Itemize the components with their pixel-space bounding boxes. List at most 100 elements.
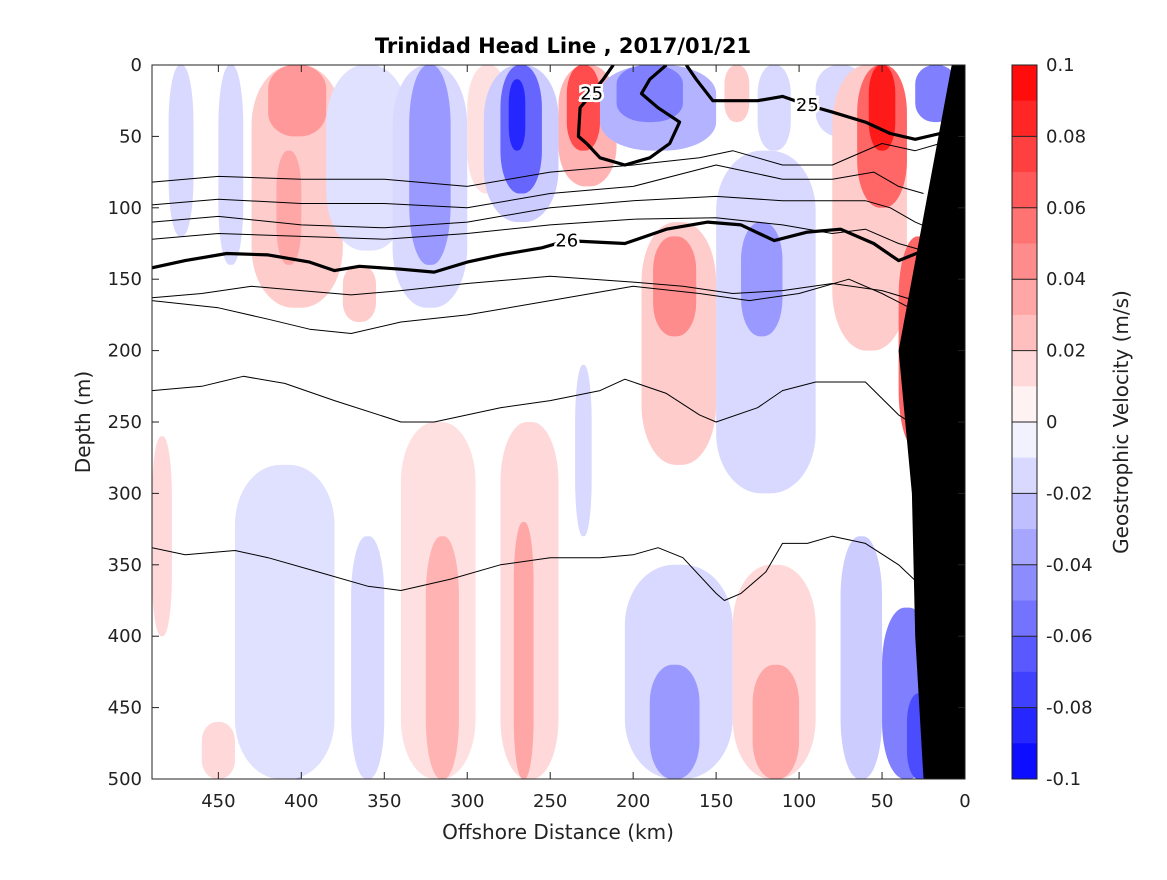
- contour-label-7: 26: [555, 231, 578, 252]
- x-tick-label: 0: [959, 791, 970, 812]
- velocity-cell-36: [724, 65, 750, 123]
- colorbar-tick-label: 0: [1046, 412, 1057, 433]
- colorbar-tick-label: -0.04: [1046, 555, 1093, 576]
- velocity-cell-11: [342, 264, 376, 323]
- colorbar-swatch: [1012, 600, 1037, 637]
- colorbar: 0.1 0.08 0.06 0.04 0.02 0 -0.02 -0.04 -0.06 -0.08…: [1011, 55, 1093, 790]
- colorbar-tick-label: -0.08: [1046, 698, 1093, 719]
- colorbar-swatch: [1012, 136, 1037, 173]
- density-contours: [152, 65, 954, 601]
- density-contour-3: [152, 143, 941, 187]
- colorbar-tick-label: -0.1: [1046, 769, 1081, 790]
- velocity-cell-35: [752, 664, 800, 779]
- velocity-cell-44: [840, 536, 883, 779]
- colorbar-label: Geostrophic Velocity (m/s): [1109, 290, 1133, 554]
- velocity-cell-22: [513, 521, 534, 779]
- x-tick-label: 400: [284, 791, 318, 812]
- density-contour-4: [152, 164, 924, 209]
- density-contour-0: [576, 65, 615, 145]
- chart-title: Trinidad Head Line , 2017/01/21: [375, 34, 751, 58]
- velocity-cell-16: [425, 536, 459, 779]
- colorbar-swatch: [1012, 743, 1037, 780]
- colorbar-swatch: [1012, 100, 1037, 137]
- velocity-cell-31: [649, 664, 700, 779]
- colorbar-swatch: [1012, 493, 1037, 530]
- contour-label-2: 25: [796, 95, 819, 116]
- x-tick-label: 150: [699, 791, 733, 812]
- velocity-cell-25: [575, 364, 592, 537]
- colorbar-swatch: [1012, 65, 1037, 102]
- plot-area: [152, 65, 965, 779]
- y-tick-label: 250: [108, 412, 142, 433]
- y-tick-label: 0: [131, 55, 142, 76]
- velocity-cell-5: [268, 65, 327, 137]
- colorbar-swatch: [1012, 243, 1037, 280]
- colorbar-swatch: [1012, 207, 1037, 244]
- velocity-cell-29: [653, 236, 697, 337]
- velocity-cell-0: [168, 65, 194, 237]
- colorbar-swatch: [1012, 529, 1037, 566]
- x-tick-label: 450: [201, 791, 235, 812]
- density-contour-9: [152, 278, 924, 334]
- velocity-cell-10: [326, 65, 410, 251]
- colorbar-swatch: [1012, 457, 1037, 494]
- velocity-cell-41: [868, 65, 896, 151]
- colorbar-swatch: [1012, 172, 1037, 209]
- velocity-cell-37: [757, 65, 791, 151]
- contour-label-0: 25: [580, 84, 603, 105]
- x-axis-label: Offshore Distance (km): [442, 820, 674, 844]
- density-contour-5: [152, 195, 932, 230]
- velocity-cell-9: [234, 464, 335, 779]
- velocity-cell-14: [409, 65, 451, 265]
- colorbar-tick-label: 0.04: [1046, 269, 1086, 290]
- y-tick-label: 150: [108, 269, 142, 290]
- x-tick-label: 300: [450, 791, 484, 812]
- colorbar-tick-label: 0.1: [1046, 55, 1075, 76]
- y-tick-label: 500: [108, 769, 142, 790]
- velocity-cell-3: [201, 721, 235, 779]
- x-tick-label: 50: [871, 791, 894, 812]
- colorbar-swatch: [1012, 671, 1037, 709]
- velocity-cell-12: [351, 536, 385, 779]
- colorbar-swatch: [1012, 422, 1037, 459]
- density-contour-10: [152, 375, 933, 437]
- y-tick-label: 50: [119, 126, 142, 147]
- density-contour-11: [152, 535, 933, 601]
- x-tick-label: 100: [782, 791, 816, 812]
- colorbar-tick-label: 0.08: [1046, 126, 1086, 147]
- colorbar-swatch: [1012, 386, 1037, 423]
- colorbar-swatch: [1012, 314, 1037, 352]
- y-axis-label: Depth (m): [71, 371, 95, 473]
- x-tick-label: 350: [367, 791, 401, 812]
- velocity-cell-33: [741, 222, 783, 337]
- velocity-cell-27: [616, 65, 683, 123]
- colorbar-tick-label: 0.02: [1046, 341, 1086, 362]
- x-tick-label: 200: [616, 791, 650, 812]
- colorbar-swatch: [1012, 636, 1037, 673]
- density-contour-2: [684, 65, 954, 141]
- y-tick-label: 100: [108, 198, 142, 219]
- velocity-cell-1: [152, 436, 172, 637]
- velocity-cell-20: [508, 79, 526, 151]
- colorbar-tick-label: 0.06: [1046, 198, 1086, 219]
- seafloor-polygon: [898, 65, 965, 779]
- y-tick-label: 350: [108, 555, 142, 576]
- colorbar-tick-label: -0.02: [1046, 483, 1093, 504]
- x-tick-label: 250: [533, 791, 567, 812]
- density-contour-6: [152, 217, 924, 252]
- y-tick-label: 200: [108, 341, 142, 362]
- colorbar-tick-label: -0.06: [1046, 626, 1093, 647]
- colorbar-swatch: [1012, 279, 1037, 316]
- y-tick-label: 450: [108, 698, 142, 719]
- density-contour-7: [152, 220, 942, 274]
- y-tick-label: 400: [108, 626, 142, 647]
- contour-labels: 25 25 26: [553, 81, 821, 254]
- y-tick-label: 300: [108, 483, 142, 504]
- velocity-cell-6: [276, 150, 302, 265]
- velocity-cell-24: [566, 65, 600, 151]
- y-axis-ticks: 0 50 100 150 200 250 300 350 400 450 500: [108, 55, 965, 790]
- velocity-cell-2: [218, 65, 244, 265]
- colorbar-swatch: [1012, 707, 1037, 744]
